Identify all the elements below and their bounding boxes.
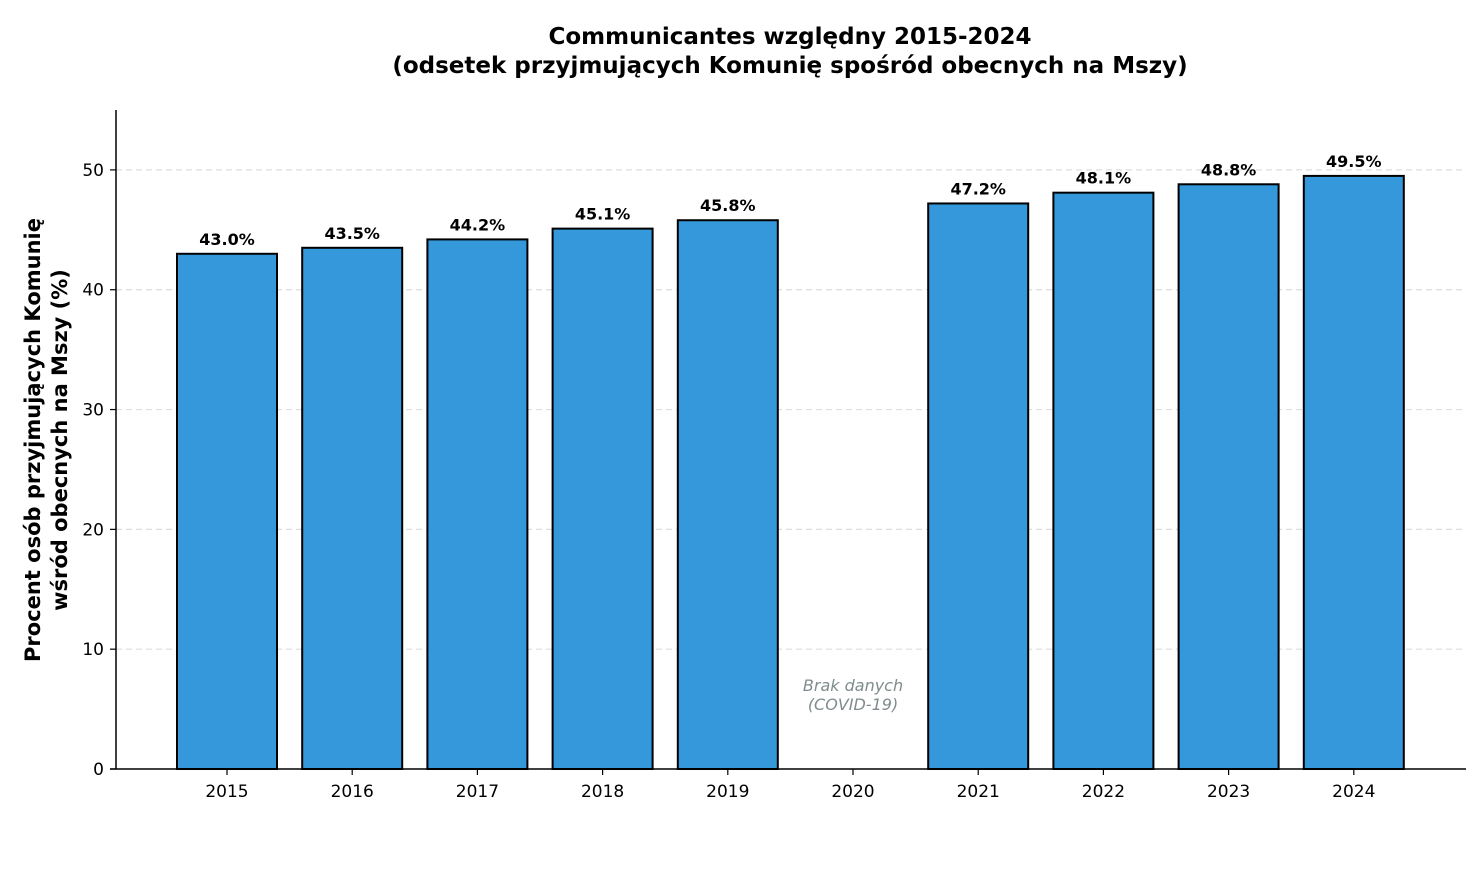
value-label-2015: 43.0% [199, 230, 255, 249]
value-label-2022: 48.1% [1076, 169, 1132, 188]
value-label-2021: 47.2% [950, 179, 1006, 198]
y-axis-label-line1: Procent osób przyjmujących Komunię [21, 218, 45, 662]
x-tick-label-2016: 2016 [331, 782, 374, 802]
bar-2018 [551, 227, 654, 770]
value-label-2023: 48.8% [1201, 160, 1257, 179]
chart-title: Communicantes względny 2015-2024 [548, 24, 1031, 50]
ticks: 0 10 20 30 40 50 2015 2016 2017 2018 2019 2020 2021 2… [82, 161, 1375, 802]
x-tick-label-2024: 2024 [1332, 782, 1375, 802]
axes [110, 110, 1466, 770]
y-tick-label: 40 [82, 281, 104, 301]
missing-data-note-line1: Brak danych [803, 676, 903, 695]
bar-2022 [1052, 191, 1155, 770]
bar-2015 [176, 252, 278, 771]
value-labels: 43.0% 43.5% 44.2% 45.1% 45.8% 47.2% 48.1% 48.8%… [199, 152, 1381, 249]
x-tick-label-2018: 2018 [581, 782, 624, 802]
x-tick-label-2021: 2021 [957, 782, 1000, 802]
value-label-2018: 45.1% [575, 205, 631, 224]
y-tick-label: 50 [82, 161, 104, 181]
value-label-2017: 44.2% [450, 215, 506, 234]
x-tick-label-2023: 2023 [1207, 782, 1250, 802]
bar-2024 [1302, 174, 1405, 770]
x-tick-label-2019: 2019 [706, 782, 749, 802]
y-tick-label: 0 [93, 760, 104, 780]
bar-2021 [927, 202, 1030, 770]
x-tick-label-2015: 2015 [205, 782, 248, 802]
bars [176, 174, 1405, 771]
y-tick-label: 20 [82, 520, 104, 540]
chart-subtitle: (odsetek przyjmujących Komunię spośród o… [392, 53, 1187, 79]
value-label-2024: 49.5% [1326, 152, 1382, 171]
y-axis-label-line2: wśród obecnych na Mszy (%) [48, 269, 72, 611]
value-label-2016: 43.5% [324, 224, 380, 243]
bar-2023 [1177, 183, 1280, 770]
missing-data-note-line2: (COVID-19) [808, 695, 898, 714]
y-tick-label: 10 [82, 640, 104, 660]
x-tick-label-2020: 2020 [831, 782, 874, 802]
y-tick-label: 30 [82, 401, 104, 421]
value-label-2019: 45.8% [700, 196, 756, 215]
bar-2019 [676, 219, 779, 770]
bar-2016 [301, 246, 404, 771]
x-tick-label-2017: 2017 [456, 782, 499, 802]
bar-2017 [426, 238, 529, 771]
x-tick-label-2022: 2022 [1082, 782, 1125, 802]
